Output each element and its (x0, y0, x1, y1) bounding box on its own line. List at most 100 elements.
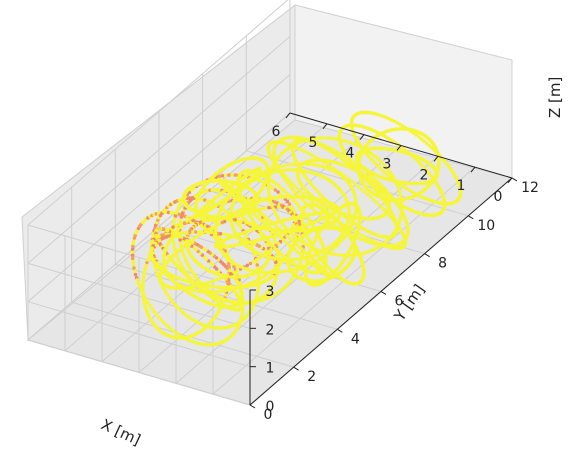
trajectory-point (363, 235, 367, 239)
trajectory-point (166, 210, 171, 215)
trajectory-point (290, 277, 295, 281)
trajectory-point (214, 224, 218, 228)
trajectory-point (174, 253, 179, 258)
trajectory-point (284, 163, 288, 168)
trajectory-point (345, 139, 349, 144)
trajectory-point (184, 279, 189, 283)
trajectory-point (298, 205, 302, 209)
trajectory-point (318, 192, 323, 197)
trajectory-point (178, 225, 182, 230)
trajectory-point (183, 257, 188, 262)
trajectory-point (416, 159, 421, 164)
trajectory-point (277, 218, 282, 222)
trajectory-point (173, 247, 177, 252)
trajectory-point (288, 236, 292, 241)
trajectory-point (288, 217, 293, 221)
trajectory-point (254, 299, 258, 304)
trajectory-point (253, 239, 257, 243)
trajectory-point (132, 238, 136, 243)
trajectory-point (185, 314, 190, 319)
trajectory-point (169, 210, 173, 215)
trajectory-point (172, 244, 176, 248)
trajectory-point (146, 300, 150, 305)
trajectory-point (130, 256, 135, 261)
trajectory-point (274, 247, 279, 252)
trajectory-point (363, 176, 368, 181)
trajectory-point (260, 212, 265, 217)
trajectory-point (154, 268, 158, 273)
trajectory-point (245, 263, 249, 268)
trajectory-point (143, 268, 147, 272)
trajectory-point (263, 214, 267, 219)
trajectory-point (291, 198, 296, 202)
trajectory-point (338, 240, 343, 244)
trajectory-point (404, 186, 408, 190)
trajectory-point (299, 256, 304, 261)
trajectory-point (374, 242, 378, 246)
trajectory-point (300, 148, 304, 152)
trajectory-point (144, 263, 148, 268)
trajectory-point (249, 281, 254, 285)
trajectory-point (324, 250, 328, 255)
trajectory-point (281, 175, 286, 179)
trajectory-point (387, 213, 391, 217)
trajectory-point (260, 298, 265, 302)
trajectory-point (274, 224, 278, 228)
trajectory-point (188, 239, 193, 243)
trajectory-point (314, 187, 318, 192)
trajectory-point (301, 198, 305, 203)
trajectory-point (139, 288, 143, 292)
trajectory-point (178, 262, 183, 267)
trajectory-point (377, 203, 382, 207)
trajectory-point (391, 139, 396, 144)
trajectory-point (298, 260, 303, 265)
trajectory-point (166, 325, 171, 329)
trajectory-point (223, 173, 228, 178)
trajectory-point (253, 253, 257, 258)
trajectory-point (182, 221, 187, 225)
trajectory-point (331, 136, 336, 141)
trajectory-point (172, 217, 177, 221)
trajectory-point (365, 239, 369, 244)
trajectory-point (272, 267, 277, 271)
trajectory-point (256, 238, 260, 242)
trajectory-point (301, 192, 306, 196)
trajectory-point (182, 268, 186, 273)
trajectory-point (348, 218, 352, 222)
trajectory-point (245, 199, 249, 203)
trajectory-point (206, 324, 211, 329)
trajectory-point (376, 242, 381, 247)
trajectory-point (224, 233, 229, 237)
trajectory-point (185, 260, 189, 265)
trajectory-point (180, 310, 185, 315)
trajectory-point (358, 237, 363, 241)
trajectory-point (285, 180, 289, 185)
trajectory-point (180, 265, 185, 270)
trajectory-point (241, 300, 245, 305)
left-grid-line-z (27, 74, 291, 303)
trajectory-point (171, 301, 176, 305)
trajectory-point (292, 247, 297, 252)
trajectory-point (272, 210, 277, 214)
trajectory-point (273, 239, 277, 244)
trajectory-point (196, 230, 201, 234)
trajectory-point (276, 253, 280, 258)
trajectory-point (393, 200, 398, 204)
z-tick-label: 0 (266, 399, 275, 415)
trajectory-point (137, 284, 142, 289)
trajectory-point (267, 205, 271, 210)
trajectory-point (283, 269, 288, 274)
trajectory-point (259, 270, 264, 275)
trajectory-point (145, 260, 149, 265)
trajectory-point (254, 224, 259, 228)
trajectory-point (161, 320, 166, 325)
trajectory-point (348, 140, 352, 145)
trajectory-point (379, 243, 384, 247)
trajectory-point (136, 281, 141, 286)
trajectory-point (198, 285, 202, 290)
trajectory-point (314, 163, 319, 167)
trajectory-point (213, 232, 218, 236)
trajectory-point (184, 271, 188, 275)
trajectory-point (277, 226, 281, 231)
trajectory-point (225, 298, 229, 303)
